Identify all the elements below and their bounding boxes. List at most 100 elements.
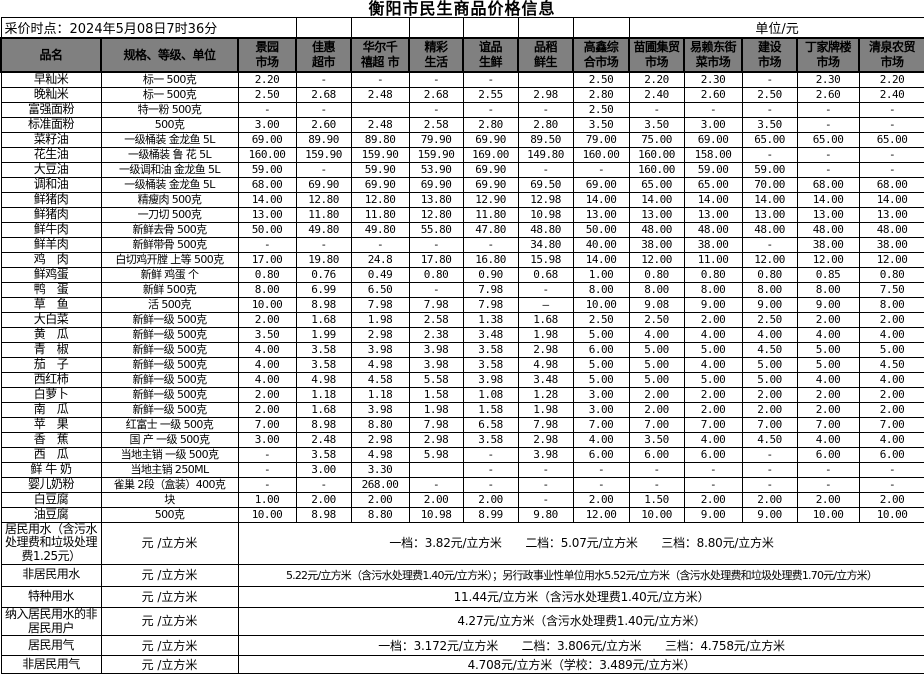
- price-cell: -: [517, 161, 574, 178]
- price-cell: 2.00: [741, 401, 798, 418]
- price-cell: 10.00: [572, 296, 630, 313]
- utility-value: 4.27元/立方米（含污水处理费1.40元/立方米）: [237, 606, 924, 637]
- price-cell: [408, 461, 464, 478]
- price-cell: 7.00: [572, 416, 630, 433]
- product-spec: 一刀切 500克: [100, 206, 239, 223]
- price-cell: -: [408, 71, 464, 88]
- price-cell: 14.00: [572, 251, 630, 268]
- price-cell: 59.00: [683, 161, 743, 178]
- price-cell: 3.48: [517, 371, 574, 388]
- price-cell: 4.00: [628, 326, 685, 343]
- price-cell: 4.00: [858, 326, 924, 343]
- price-cell: 159.90: [408, 146, 464, 163]
- price-cell: 2.50: [741, 311, 798, 328]
- price-cell: 65.00: [796, 131, 860, 148]
- product-name: 油豆腐: [0, 506, 102, 523]
- table-row: 黄 瓜新鲜一级 500克 3.50 1.99 2.98 2.38 3.48 1.98 5.00…: [0, 326, 924, 343]
- product-name: 早籼米: [0, 71, 102, 88]
- price-cell: -: [796, 101, 860, 118]
- price-cell: -: [408, 476, 464, 493]
- product-name: 香 蕉: [0, 431, 102, 448]
- price-cell: 5.00: [683, 371, 743, 388]
- table-row: 鲜鸡蛋 新鲜 鸡蛋 个 0.80 0.76 0.49 0.80 0.90 0.68 1.00 0.…: [0, 266, 924, 283]
- utility-name: 非居民用气: [0, 655, 102, 674]
- price-cell: 2.98: [517, 341, 574, 358]
- utility-name: 居民用水（含污水处理费和垃圾处理费1.25元）: [0, 521, 102, 565]
- price-cell: 7.00: [683, 416, 743, 433]
- table-row: 西 瓜当地主销 一级 500克 -3.58 4.98 5.98-3.98 6.00 6.0…: [0, 446, 924, 463]
- price-cell: 2.00: [295, 491, 352, 508]
- price-cell: -: [858, 461, 924, 478]
- price-cell: 69.90: [462, 176, 519, 193]
- price-cell: -: [628, 476, 685, 493]
- price-cell: 2.48: [350, 86, 410, 103]
- price-cell: 69.50: [517, 176, 574, 193]
- price-cell: 2.00: [858, 311, 924, 328]
- price-cell: 169.00: [462, 146, 519, 163]
- product-name: 标准面粉: [0, 116, 102, 133]
- price-cell: 5.00: [858, 341, 924, 358]
- product-name: 西 瓜: [0, 446, 102, 463]
- price-cell: 3.30: [350, 461, 410, 478]
- product-spec: 白切鸡开膛 上等 500克: [100, 251, 239, 268]
- price-cell: 13.00: [572, 206, 630, 223]
- price-cell: 10.00: [796, 506, 860, 523]
- price-cell: 2.00: [796, 401, 860, 418]
- price-cell: 50.00: [572, 221, 630, 238]
- price-cell: 2.00: [462, 491, 519, 508]
- price-cell: 5.98: [408, 446, 464, 463]
- price-cell: 4.50: [741, 341, 798, 358]
- utility-row: 居民用气元 /立方米 一档：3.172元/立方米 二档：3.806元/立方米 三档…: [0, 635, 924, 657]
- price-cell: 5.00: [628, 371, 685, 388]
- price-cell: 47.80: [462, 221, 519, 238]
- product-spec: 新鲜一级 500克: [100, 386, 239, 403]
- price-cell: -: [295, 476, 352, 493]
- price-cell: 48.00: [858, 221, 924, 238]
- price-cell: 5.00: [572, 356, 630, 373]
- product-name: 茄 子: [0, 356, 102, 373]
- price-cell: 4.50: [741, 431, 798, 448]
- product-name: 鲜猪肉: [0, 206, 102, 223]
- price-cell: 0.80: [408, 266, 464, 283]
- price-cell: 11.80: [462, 206, 519, 223]
- price-cell: 5.00: [741, 371, 798, 388]
- price-cell: 2.00: [858, 401, 924, 418]
- product-spec: 红富士 一级 500克: [100, 416, 239, 433]
- price-cell: 1.08: [462, 386, 519, 403]
- product-name: 调和油: [0, 176, 102, 193]
- price-cell: 75.00: [628, 131, 685, 148]
- price-cell: -: [408, 101, 464, 118]
- price-cell: 38.00: [683, 236, 743, 253]
- product-name: 晚籼米: [0, 86, 102, 103]
- product-spec: 新鲜带骨 500克: [100, 236, 239, 253]
- table-row: 标准面粉 500克 3.00 2.60 2.48 2.58 2.80 2.80 3.50 3.50…: [0, 116, 924, 133]
- price-cell: 0.85: [796, 266, 860, 283]
- price-cell: 65.00: [683, 176, 743, 193]
- price-cell: -: [295, 236, 352, 253]
- price-cell: 2.20: [237, 71, 297, 88]
- price-cell: 2.48: [295, 431, 352, 448]
- price-cell: 2.00: [350, 491, 410, 508]
- price-cell: 4.00: [796, 371, 860, 388]
- price-cell: 2.50: [237, 86, 297, 103]
- price-cell: 2.50: [741, 86, 798, 103]
- product-name: 鸡 肉: [0, 251, 102, 268]
- price-cell: 11.80: [295, 206, 352, 223]
- price-cell: -: [683, 101, 743, 118]
- price-cell: -: [237, 446, 297, 463]
- product-spec: 新鲜 鸡蛋 个: [100, 266, 239, 283]
- price-cell: 2.55: [462, 86, 519, 103]
- price-cell: 12.00: [741, 251, 798, 268]
- product-name: 南 瓜: [0, 401, 102, 418]
- product-name: 鲜猪肉: [0, 191, 102, 208]
- price-cell: 3.58: [462, 341, 519, 358]
- price-cell: 70.00: [741, 176, 798, 193]
- price-cell: 1.28: [517, 386, 574, 403]
- product-spec: 活 500克: [100, 296, 239, 313]
- price-cell: 69.00: [237, 131, 297, 148]
- utility-unit: 元 /立方米: [100, 655, 239, 674]
- product-spec: 国 产 一级 500克: [100, 431, 239, 448]
- product-spec: 一级桶装 金龙鱼 5L: [100, 176, 239, 193]
- utility-row: 特种用水元 /立方米 11.44元/立方米（含污水处理费1.40元/立方米）: [0, 585, 924, 608]
- price-cell: -: [517, 476, 574, 493]
